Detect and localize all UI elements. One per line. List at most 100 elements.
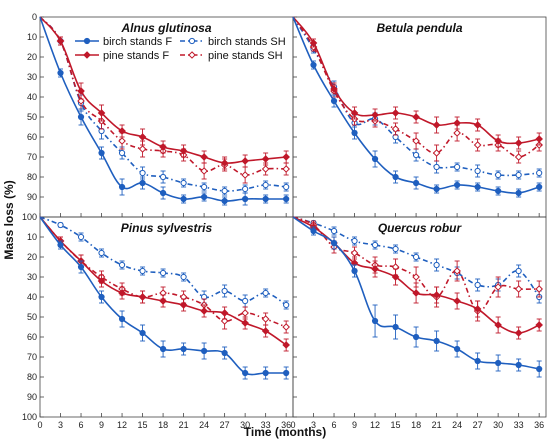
data-point — [201, 193, 208, 201]
data-point — [283, 183, 290, 191]
data-point — [241, 157, 249, 165]
y-tick-label: 90 — [27, 392, 37, 402]
legend: birch stands F birch stands SH pine stands… — [75, 36, 286, 62]
legend-item-birch-SH: birch stands SH — [180, 36, 286, 48]
data-point — [262, 195, 269, 203]
data-point — [282, 153, 290, 161]
data-point — [221, 197, 228, 205]
y-tick-label: 60 — [27, 332, 37, 342]
data-point — [351, 267, 358, 275]
data-point — [310, 61, 317, 69]
data-point — [118, 289, 126, 297]
data-point — [371, 111, 379, 119]
data-point — [77, 113, 85, 121]
data-point — [433, 337, 440, 345]
data-point — [262, 181, 269, 189]
data-point — [495, 359, 502, 367]
data-point — [495, 171, 502, 179]
x-tick-label: 0 — [290, 420, 295, 430]
x-tick-label: 15 — [391, 420, 401, 430]
data-point — [97, 109, 106, 117]
data-point — [118, 127, 126, 135]
data-point — [535, 321, 543, 329]
x-tick-label: 12 — [370, 420, 380, 430]
data-point — [514, 285, 523, 293]
data-point — [57, 69, 64, 77]
series-birch-F — [39, 216, 290, 380]
x-tick-label: 18 — [158, 420, 168, 430]
data-point — [261, 155, 270, 163]
legend-item-birch-F: birch stands F — [75, 36, 172, 48]
data-point — [433, 163, 440, 171]
data-point — [180, 195, 187, 203]
data-point — [432, 291, 441, 299]
series-birch-F — [292, 216, 543, 378]
y-tick-label: 70 — [27, 352, 37, 362]
y-tick-label: 80 — [27, 372, 37, 382]
data-point — [159, 173, 167, 181]
data-point — [282, 165, 290, 173]
y-tick-label: 50 — [27, 312, 37, 322]
x-tick-label: 33 — [261, 420, 271, 430]
x-tick-label: 9 — [99, 420, 104, 430]
y-tick-label: 40 — [27, 292, 37, 302]
data-point — [138, 293, 147, 301]
data-point — [330, 97, 338, 105]
data-point — [432, 149, 441, 157]
data-point — [535, 135, 543, 143]
y-tick-label: 20 — [27, 52, 37, 62]
data-point — [98, 149, 105, 157]
data-point — [494, 283, 502, 291]
data-point — [200, 167, 208, 175]
data-point — [515, 171, 522, 179]
data-point — [242, 185, 249, 193]
data-point — [282, 341, 290, 349]
legend-marker — [83, 37, 91, 45]
x-tick-label: 3 — [311, 420, 316, 430]
data-point — [57, 221, 64, 229]
legend-label: pine stands SH — [208, 50, 283, 62]
data-point — [118, 149, 126, 157]
data-point — [432, 121, 441, 129]
data-point — [97, 277, 106, 285]
data-point — [330, 227, 338, 235]
y-tick-label: 80 — [27, 172, 37, 182]
y-tick-label: 30 — [27, 72, 37, 82]
data-point — [220, 159, 229, 167]
y-axis-title: Mass loss (%) — [2, 180, 16, 259]
data-point — [433, 261, 440, 269]
data-point — [412, 289, 420, 297]
data-point — [242, 297, 249, 305]
legend-marker — [83, 51, 91, 59]
data-point — [453, 297, 461, 305]
y-tick-label: 10 — [27, 32, 37, 42]
y-tick-label: 90 — [27, 192, 37, 202]
data-point — [261, 165, 270, 173]
x-tick-label: 27 — [220, 420, 230, 430]
legend-label: birch stands SH — [208, 36, 286, 48]
data-point — [118, 261, 126, 269]
data-point — [536, 183, 543, 191]
y-tick-label: 20 — [27, 252, 37, 262]
data-point — [474, 183, 481, 191]
data-point — [330, 85, 338, 93]
data-point — [262, 289, 269, 297]
data-point — [454, 181, 461, 189]
data-point — [454, 163, 461, 171]
data-point — [242, 369, 249, 377]
data-point — [350, 109, 359, 117]
data-point — [77, 233, 85, 241]
data-point — [241, 319, 249, 327]
data-point — [221, 187, 228, 195]
data-point — [514, 153, 523, 161]
data-point — [351, 129, 358, 137]
series-birch-F — [39, 16, 290, 206]
data-point — [201, 347, 208, 355]
data-point — [371, 317, 379, 325]
x-tick-label: 18 — [411, 420, 421, 430]
data-point — [241, 171, 249, 179]
y-tick-label: 100 — [22, 412, 37, 422]
data-point — [433, 185, 440, 193]
